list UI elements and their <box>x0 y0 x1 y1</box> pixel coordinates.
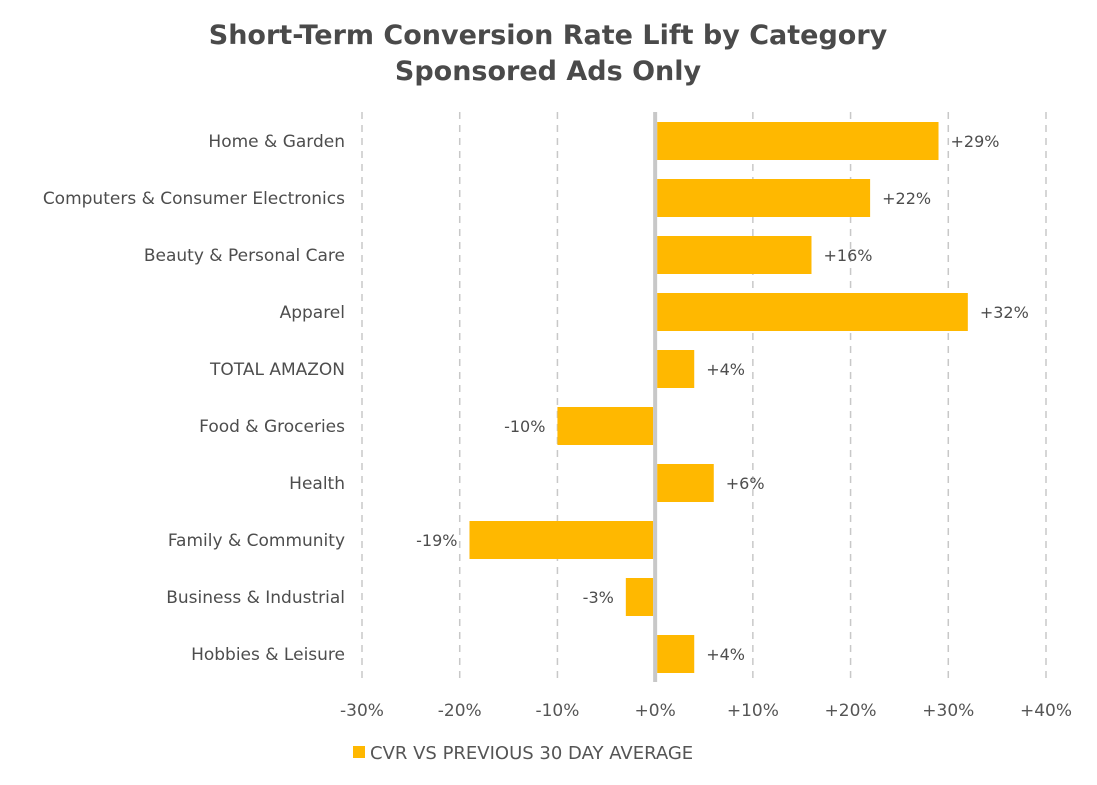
x-tick-label: -30% <box>340 701 384 721</box>
data-label: -10% <box>504 417 545 436</box>
x-tick-label: +10% <box>727 701 779 721</box>
category-label: Apparel <box>280 303 345 323</box>
data-label: +6% <box>726 474 765 493</box>
bar <box>625 578 654 616</box>
data-label: +16% <box>823 246 872 265</box>
bar-layer <box>469 122 968 673</box>
category-label: Family & Community <box>168 531 345 551</box>
data-label: +29% <box>951 132 1000 151</box>
bar <box>657 464 714 502</box>
bar <box>657 635 695 673</box>
data-label: -19% <box>416 531 457 550</box>
category-label: Beauty & Personal Care <box>144 246 345 266</box>
bar <box>469 521 654 559</box>
x-tick-label: -10% <box>535 701 579 721</box>
category-label: TOTAL AMAZON <box>209 360 345 380</box>
bar <box>657 293 968 331</box>
tick-layer: -30% -20% -10% +0% +10% +20% +30% +40% <box>340 701 1072 721</box>
bar <box>657 179 871 217</box>
category-label: Hobbies & Leisure <box>191 645 345 665</box>
data-label: +22% <box>882 189 931 208</box>
x-tick-label: +30% <box>922 701 974 721</box>
category-label: Business & Industrial <box>166 588 345 608</box>
category-label: Home & Garden <box>208 132 345 152</box>
bar <box>557 407 654 445</box>
x-tick-label: +20% <box>825 701 877 721</box>
category-label: Computers & Consumer Electronics <box>43 189 345 209</box>
legend-swatch <box>353 746 365 758</box>
category-label: Health <box>289 474 345 494</box>
data-label: +32% <box>980 303 1029 322</box>
x-tick-label: +40% <box>1020 701 1072 721</box>
chart-title: Short-Term Conversion Rate Lift by Categ… <box>209 20 888 51</box>
bar <box>657 236 812 274</box>
x-tick-label: +0% <box>635 701 676 721</box>
legend: CVR VS PREVIOUS 30 DAY AVERAGE <box>353 743 693 764</box>
x-tick-label: -20% <box>438 701 482 721</box>
bar <box>657 122 939 160</box>
legend-label: CVR VS PREVIOUS 30 DAY AVERAGE <box>370 743 693 764</box>
data-label: +4% <box>706 645 745 664</box>
data-label: -3% <box>583 588 614 607</box>
label-layer: Home & Garden +29% Computers & Consumer El… <box>43 132 1029 665</box>
category-label: Food & Groceries <box>199 417 345 437</box>
chart-subtitle: Sponsored Ads Only <box>395 56 702 87</box>
data-label: +4% <box>706 360 745 379</box>
bar <box>657 350 695 388</box>
